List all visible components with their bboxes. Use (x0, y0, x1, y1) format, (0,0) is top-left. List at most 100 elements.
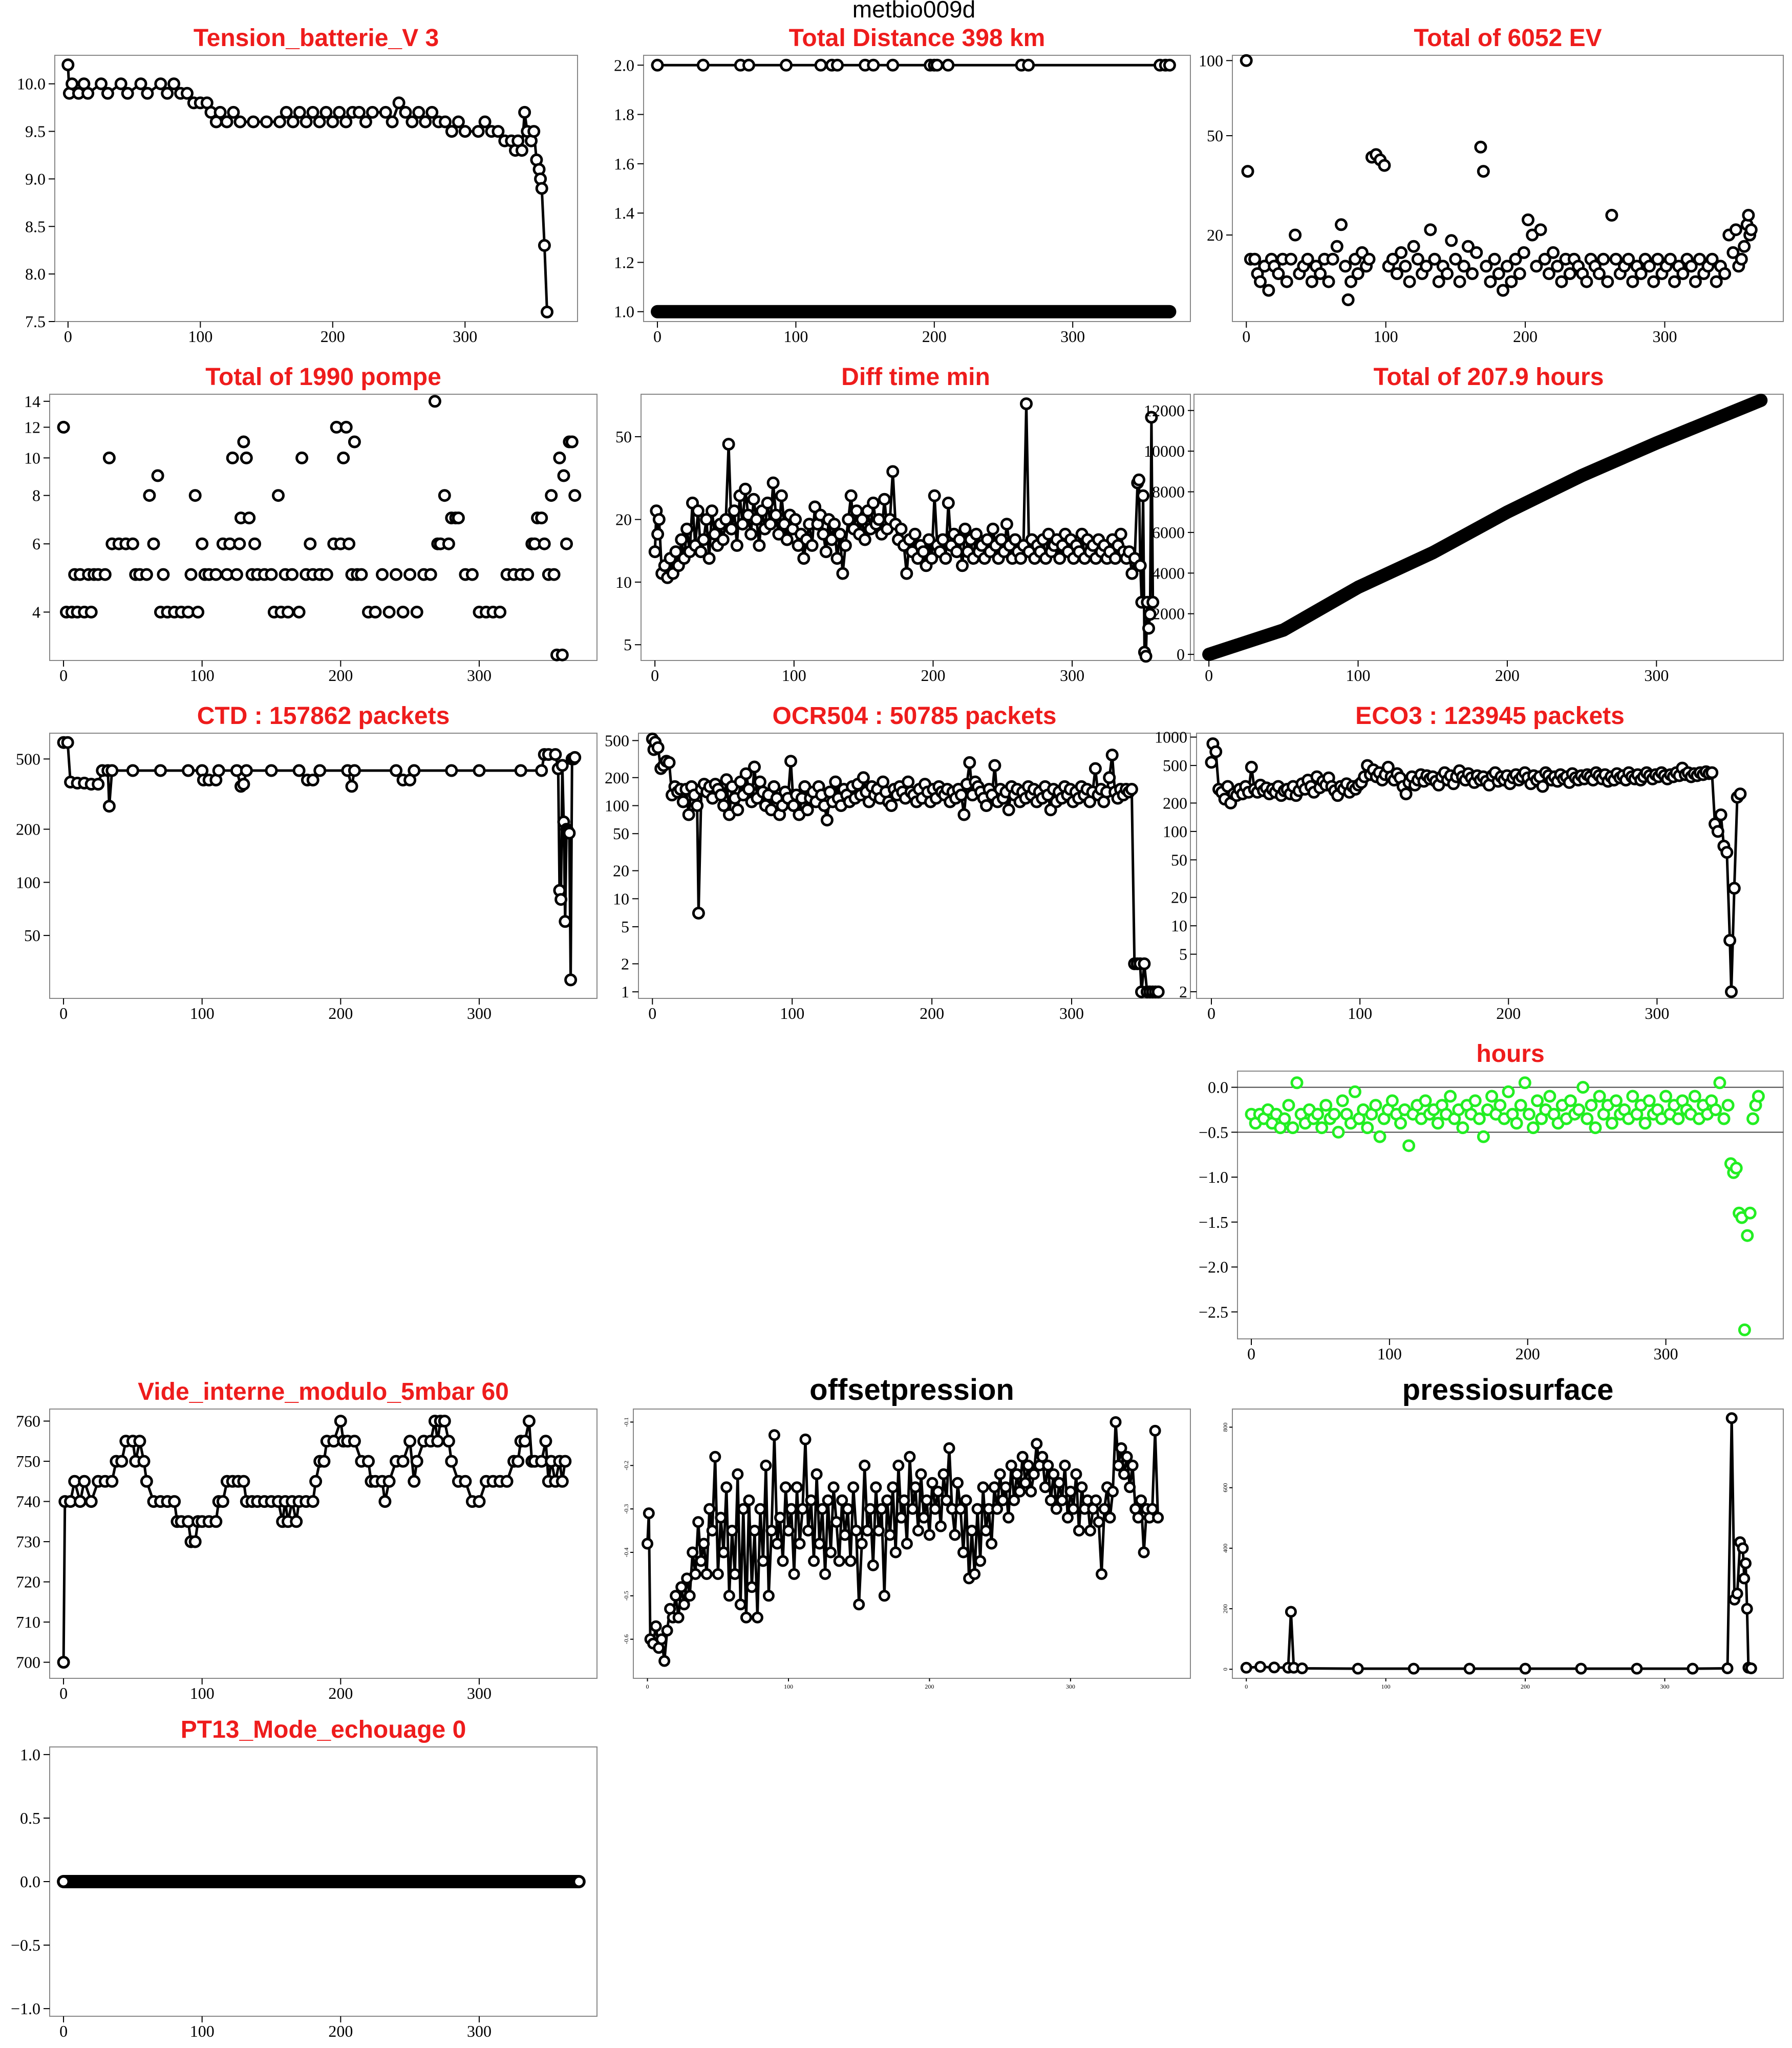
x-tick-label: 300 (467, 666, 492, 685)
data-point (1424, 223, 1437, 237)
data-point (842, 1503, 854, 1515)
data-point (1103, 771, 1116, 784)
data-point (1402, 1139, 1416, 1153)
y-tick-label: 50 (613, 824, 629, 843)
y-tick-label: 10.0 (17, 75, 46, 93)
data-point (1477, 1130, 1490, 1143)
data-point (1714, 808, 1727, 821)
x-tick-label: 300 (467, 1004, 492, 1022)
data-point (527, 125, 541, 138)
data-point (61, 736, 74, 749)
data-point (834, 527, 846, 541)
data-point (438, 1415, 451, 1428)
data-point (1593, 1090, 1606, 1103)
data-point (84, 1495, 98, 1508)
data-point (1505, 275, 1518, 288)
data-point (687, 1546, 699, 1559)
data-point (1542, 267, 1555, 280)
data-point (334, 1415, 347, 1428)
data-point (684, 1590, 696, 1602)
data-point (1605, 208, 1618, 222)
data-point (750, 513, 763, 526)
data-point (768, 1429, 780, 1441)
data-point (410, 606, 423, 618)
data-point (565, 435, 579, 449)
data-point (700, 1568, 713, 1580)
data-point (439, 115, 452, 129)
series-line (1245, 1417, 1753, 1670)
x-tick-label: 300 (1060, 666, 1084, 685)
data-point (1022, 58, 1035, 72)
data-point (642, 1538, 653, 1550)
data-point (538, 239, 551, 252)
data-point (901, 1538, 913, 1550)
y-tick-label: 200 (16, 820, 40, 839)
data-point (563, 826, 576, 840)
data-point (777, 1555, 789, 1567)
x-tick-label: 100 (190, 1004, 215, 1022)
data-point (885, 799, 898, 812)
plot-frame (1237, 1071, 1784, 1339)
data-point (1005, 1459, 1017, 1471)
x-tick-label: 300 (1645, 1004, 1669, 1022)
data-point (953, 533, 966, 546)
data-point (726, 1525, 738, 1537)
data-point (237, 435, 250, 449)
data-point (286, 568, 299, 581)
data-point (1284, 252, 1297, 266)
data-point (1726, 246, 1740, 259)
x-tick-label: 200 (1495, 666, 1520, 685)
data-point (1064, 1485, 1077, 1498)
data-point (1477, 165, 1490, 178)
data-point (894, 522, 908, 536)
data-point (1254, 275, 1267, 288)
data-point (698, 1538, 710, 1550)
plot-frame (1196, 733, 1784, 999)
data-point (1133, 473, 1145, 486)
data-point (954, 1503, 967, 1515)
data-point (988, 1481, 1000, 1494)
y-tick-label: 750 (16, 1452, 40, 1470)
y-tick-label: 8.5 (25, 217, 46, 236)
data-point (57, 1656, 70, 1669)
y-tick-label: -0.1 (623, 1417, 630, 1427)
data-point (958, 522, 972, 536)
data-point (1305, 275, 1318, 288)
data-point (1705, 252, 1719, 266)
x-tick-label: 300 (1059, 1004, 1084, 1022)
data-point (1352, 1662, 1364, 1675)
data-point (1453, 275, 1466, 288)
data-point (1461, 240, 1475, 253)
data-point (780, 58, 793, 72)
data-point (1743, 1206, 1757, 1220)
data-point (643, 1507, 655, 1520)
data-point (554, 893, 568, 906)
data-point (794, 1538, 806, 1550)
data-point (1105, 749, 1119, 762)
y-tick-label: 100 (1163, 822, 1187, 841)
chart-title: CTD : 157862 packets (197, 702, 450, 730)
data-point (355, 568, 368, 581)
data-point (379, 105, 392, 119)
data-point (745, 1581, 758, 1593)
data-point (191, 606, 205, 618)
data-point (1734, 787, 1747, 801)
data-point (366, 105, 379, 119)
data-point (141, 87, 154, 100)
plot-frame (49, 394, 598, 661)
data-point (1634, 267, 1648, 280)
data-point (1663, 252, 1677, 266)
data-point (1510, 1117, 1523, 1130)
data-point (751, 1611, 763, 1624)
data-point (237, 778, 250, 791)
data-point (1731, 1588, 1743, 1599)
data-point (1378, 159, 1391, 172)
data-point (196, 537, 209, 550)
data-point (839, 1529, 851, 1541)
data-point (692, 1516, 705, 1528)
x-tick-label: 0 (646, 1683, 649, 1690)
data-point (1597, 252, 1610, 266)
y-tick-label: 20 (1171, 888, 1187, 907)
y-tick-label: 1.4 (614, 204, 634, 222)
data-point (676, 795, 690, 808)
